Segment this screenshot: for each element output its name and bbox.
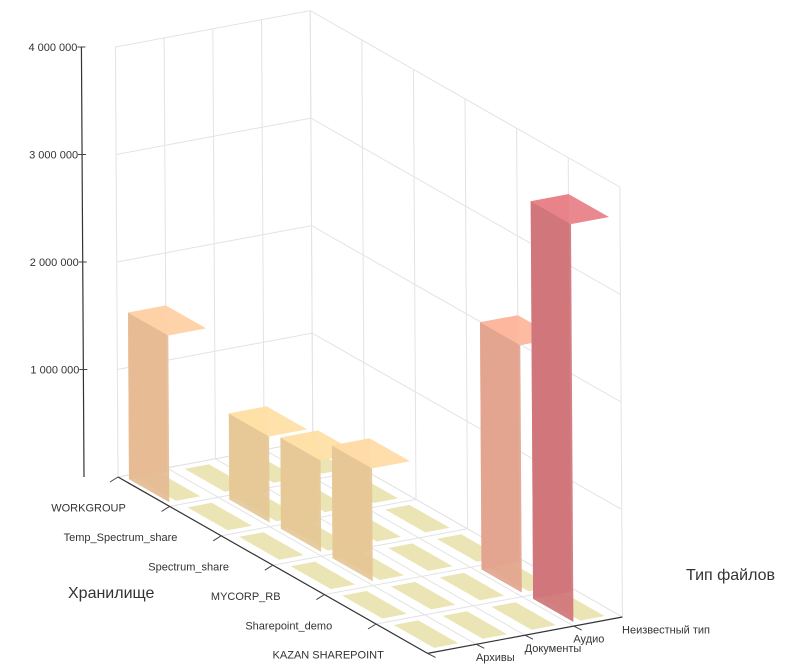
filetype-tick-label: Архивы xyxy=(476,652,515,664)
storage-tick xyxy=(367,623,377,630)
filetype-tick xyxy=(573,625,582,631)
bar xyxy=(530,194,609,622)
bar-face-front xyxy=(228,413,270,523)
grid-vline-back xyxy=(619,186,623,618)
axis-title-file-type: Тип файлов xyxy=(686,567,775,584)
bar-face-top xyxy=(530,194,609,225)
filetype-tick-label: Документы xyxy=(525,643,582,655)
storage-tick xyxy=(316,594,325,601)
storage-tick xyxy=(212,535,222,542)
bar-face-top xyxy=(228,406,308,437)
bar-face-front xyxy=(530,201,574,622)
value-tick-label: 1 000 000 xyxy=(30,365,79,377)
floor-tile xyxy=(290,561,356,590)
bar-face-top xyxy=(128,305,207,336)
value-tick-label: 2 000 000 xyxy=(30,257,79,269)
floor-tile xyxy=(388,543,453,571)
value-tick-label: 4 000 000 xyxy=(28,42,77,54)
grid-floor-line xyxy=(166,467,477,645)
value-tick-label: 3 000 000 xyxy=(29,150,78,162)
storage-tick-label: Sharepoint_demo xyxy=(245,620,332,632)
storage-tick xyxy=(109,476,119,483)
grid-hline xyxy=(115,10,621,188)
filetype-tick xyxy=(476,643,485,649)
floor-tile xyxy=(491,602,556,630)
floor-tile xyxy=(391,581,456,610)
bar-face-front xyxy=(280,437,322,552)
bar xyxy=(480,315,559,593)
bar-layer xyxy=(128,194,609,622)
storage-tick xyxy=(264,564,274,571)
floor-tile xyxy=(385,504,450,533)
storage-tick-label: Spectrum_share xyxy=(148,562,229,574)
storage-tick-label: WORKGROUP xyxy=(51,503,126,515)
axis-layer: 4 000 000 3 000 000 2 000 000 1 000 000 xyxy=(28,42,623,658)
bar-face-front xyxy=(331,445,373,582)
storage-tick-label: MYCORP_RB xyxy=(211,591,281,603)
label-layer: Хранилище Тип файлов WORKGROUP Temp_Spect… xyxy=(51,503,775,664)
storage-tick-label: Temp_Spectrum_share xyxy=(64,532,178,544)
storage-tick xyxy=(161,505,170,512)
floor-tile xyxy=(439,572,505,601)
grid-hline xyxy=(116,117,621,295)
bar-face-front xyxy=(480,322,522,593)
floor-tile xyxy=(342,591,407,619)
floor-tile xyxy=(393,620,459,648)
bar-face-top xyxy=(331,438,411,469)
filetype-tick-label: Аудио xyxy=(573,634,604,646)
bar-face-front xyxy=(128,312,170,503)
bar xyxy=(128,305,207,503)
filetype-tick xyxy=(524,634,534,640)
storage-tick-label: KAZAN SHAREPOINT xyxy=(273,650,385,662)
bar xyxy=(331,438,411,582)
filetype-tick xyxy=(427,652,436,658)
filetype-tick-label: Неизвестный тип xyxy=(622,625,710,637)
floor-tile xyxy=(442,611,508,639)
bar xyxy=(228,406,308,523)
floor-tile xyxy=(187,502,252,531)
floor-tile xyxy=(239,532,304,560)
axis-title-storage: Хранилище xyxy=(68,585,155,602)
